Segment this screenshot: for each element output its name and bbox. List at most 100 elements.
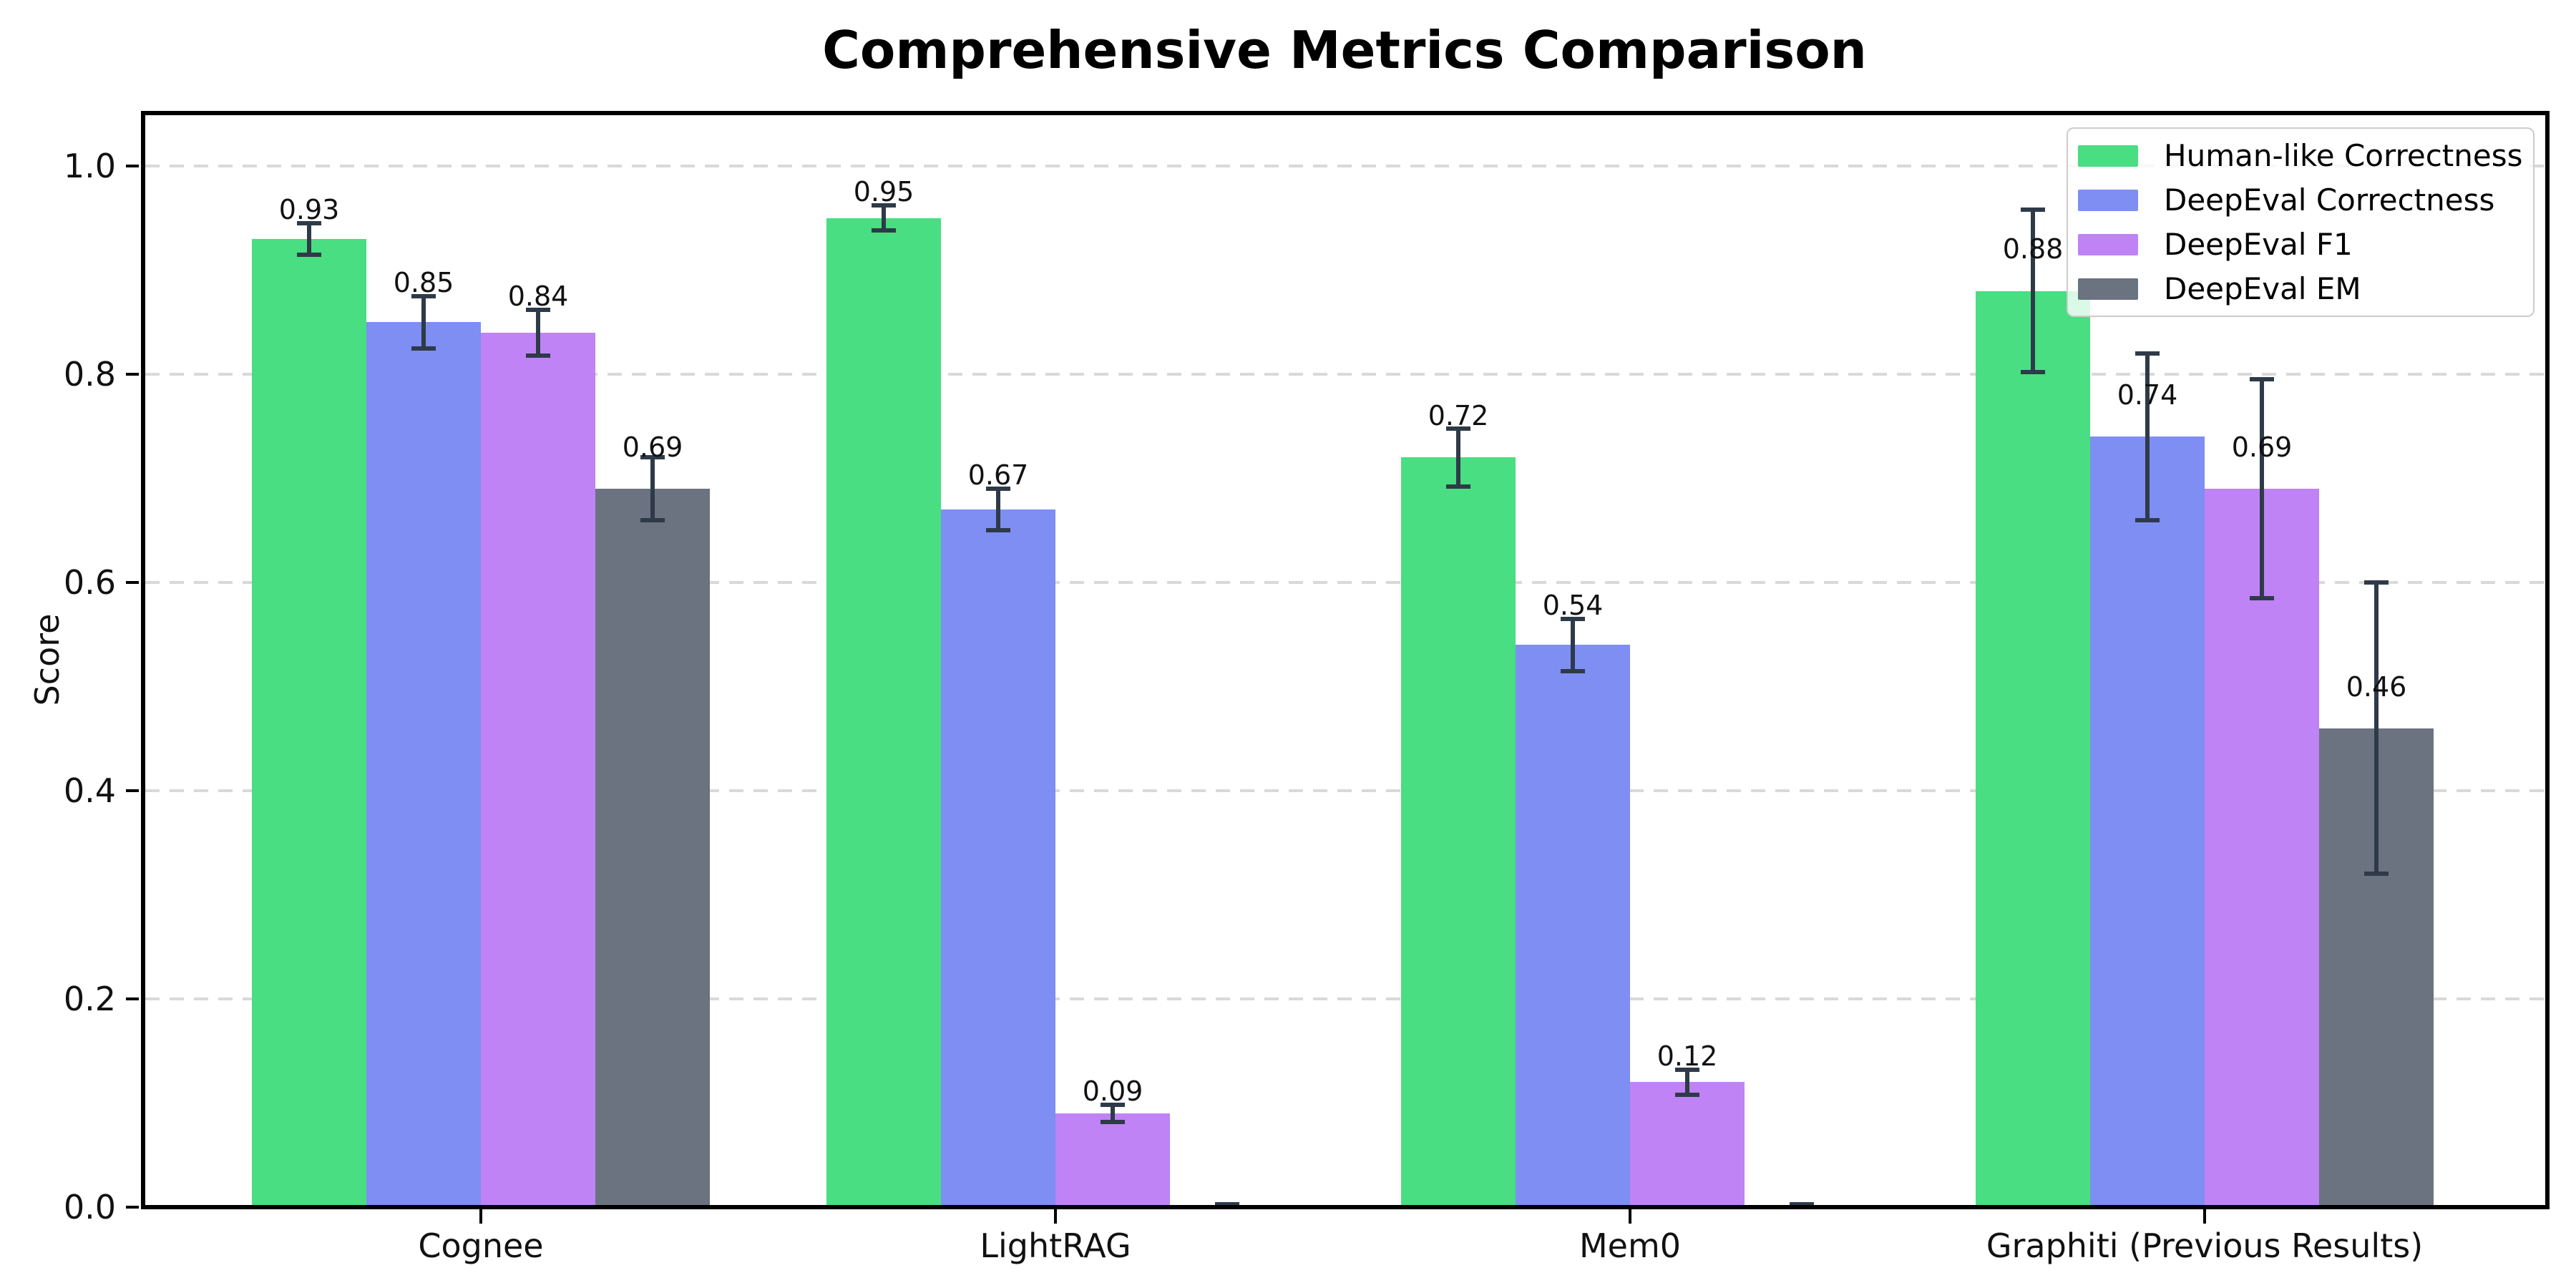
bar-value-label: 0.67 — [967, 459, 1029, 492]
y-tick-label: 0.6 — [63, 563, 116, 602]
error-bar-cap-top — [526, 307, 550, 312]
legend-swatch — [2078, 278, 2138, 300]
gridline — [145, 373, 2545, 376]
bar-value-label: 0.69 — [2231, 431, 2293, 463]
x-tick-mark — [479, 1209, 482, 1224]
x-tick-label-lightrag: LightRAG — [980, 1226, 1131, 1265]
y-tick-mark — [126, 997, 139, 1000]
y-tick-mark — [126, 581, 139, 584]
legend-item-deepeval-f1: DeepEval F1 — [2078, 223, 2533, 267]
error-bar-cap-bottom — [640, 517, 665, 522]
legend-item-deepeval-correctness: DeepEval Correctness — [2078, 178, 2533, 223]
bar-value-label: 0.95 — [853, 176, 914, 208]
y-tick-mark — [126, 789, 139, 792]
bar-value-label: 0.54 — [1542, 590, 1604, 621]
error-bar-cap-bottom — [297, 252, 321, 257]
y-tick-label: 0.2 — [63, 980, 116, 1018]
chart-title: Comprehensive Metrics Comparison — [822, 20, 1867, 80]
gridline — [145, 997, 2545, 1000]
bar-value-label: 0.72 — [1428, 400, 1489, 432]
error-bar-cap-bottom — [986, 528, 1010, 533]
error-bar — [2031, 210, 2035, 373]
error-bar-cap-bottom — [2364, 872, 2389, 877]
error-bar-cap-top — [2364, 580, 2389, 585]
error-bar — [536, 309, 540, 356]
legend-item-human-like-correctness: Human-like Correctness — [2078, 134, 2533, 178]
bar-lightrag-human-like-correctness — [826, 218, 941, 1207]
legend-label: DeepEval Correctness — [2164, 182, 2495, 218]
x-tick-mark — [1054, 1209, 1057, 1224]
y-tick-label: 0.0 — [63, 1188, 116, 1226]
bar-value-label: 0.09 — [1082, 1075, 1143, 1108]
bar-cognee-deepeval-correctness — [366, 322, 481, 1207]
error-bar — [650, 457, 655, 520]
legend-label: Human-like Correctness — [2164, 138, 2523, 173]
error-bar-cap-top — [986, 487, 1010, 492]
x-tick-mark — [1629, 1209, 1631, 1224]
bar-lightrag-deepeval-f1 — [1055, 1113, 1170, 1207]
error-bar-cap-top — [1561, 616, 1585, 621]
bar-mem0-human-like-correctness — [1401, 457, 1516, 1207]
y-tick-label: 0.8 — [63, 355, 116, 394]
error-bar-cap-bottom — [872, 228, 896, 233]
error-bar — [1456, 428, 1460, 487]
error-bar-cap-bottom — [411, 346, 436, 351]
error-bar-cap-bottom — [2250, 595, 2274, 600]
bar-value-label: 0.69 — [622, 431, 683, 463]
error-bar-cap-bottom — [1101, 1119, 1125, 1124]
error-bar — [2260, 379, 2264, 598]
error-bar — [996, 489, 1000, 531]
error-bar-cap-bottom — [1675, 1092, 1699, 1097]
y-tick-mark — [126, 1206, 139, 1209]
error-bar-cap-top — [297, 221, 321, 226]
gridline — [145, 581, 2545, 584]
error-bar-cap-top — [640, 455, 665, 460]
bar-value-label: 0.84 — [507, 280, 569, 312]
error-bar-cap-bottom — [1446, 484, 1470, 489]
x-tick-label-cognee: Cognee — [418, 1226, 544, 1265]
error-bar-cap-bottom — [2135, 517, 2160, 522]
error-bar — [882, 205, 886, 231]
error-bar — [2145, 353, 2150, 520]
legend-swatch — [2078, 145, 2138, 167]
bar-mem0-deepeval-correctness — [1516, 645, 1630, 1207]
bar-value-label: 0.88 — [2002, 233, 2064, 265]
y-tick-mark — [126, 373, 139, 376]
error-bar — [1571, 618, 1575, 671]
y-tick-mark — [126, 165, 139, 167]
bar-graphiti-previous-results-deepeval-f1 — [2205, 489, 2319, 1207]
bar-mem0-deepeval-f1 — [1630, 1082, 1745, 1207]
error-bar-cap-bottom — [1215, 1203, 1239, 1207]
bar-cognee-human-like-correctness — [252, 238, 366, 1207]
error-bar-cap-top — [872, 203, 896, 208]
error-bar — [307, 223, 311, 255]
error-bar-cap-bottom — [1561, 668, 1585, 673]
x-tick-label-graphiti-previous-results: Graphiti (Previous Results) — [1986, 1226, 2424, 1265]
y-tick-label: 1.0 — [63, 147, 116, 185]
error-bar-cap-top — [2135, 351, 2160, 356]
error-bar — [2374, 582, 2379, 874]
bar-value-label: 0.46 — [2346, 670, 2407, 703]
bar-lightrag-deepeval-correctness — [941, 509, 1055, 1207]
x-tick-label-mem0: Mem0 — [1579, 1226, 1682, 1265]
error-bar-cap-top — [411, 293, 436, 298]
x-tick-mark — [2203, 1209, 2206, 1224]
bar-value-label: 0.12 — [1657, 1040, 1718, 1073]
bar-value-label: 0.85 — [393, 266, 454, 298]
bar-cognee-deepeval-em — [595, 489, 710, 1207]
error-bar-cap-top — [1446, 426, 1470, 431]
legend-item-deepeval-em: DeepEval EM — [2078, 267, 2533, 311]
bar-value-label: 0.93 — [278, 194, 340, 226]
y-tick-label: 0.4 — [63, 771, 116, 810]
error-bar-cap-bottom — [2021, 370, 2045, 375]
legend-swatch — [2078, 233, 2138, 255]
error-bar-cap-top — [2250, 377, 2274, 382]
legend-swatch — [2078, 189, 2138, 211]
gridline — [145, 789, 2545, 792]
legend-label: DeepEval F1 — [2164, 227, 2353, 262]
error-bar-cap-top — [2021, 208, 2045, 213]
error-bar — [1111, 1105, 1115, 1122]
legend: Human-like Correctness DeepEval Correctne… — [2067, 127, 2534, 317]
bar-graphiti-previous-results-human-like-correctness — [1976, 291, 2090, 1207]
